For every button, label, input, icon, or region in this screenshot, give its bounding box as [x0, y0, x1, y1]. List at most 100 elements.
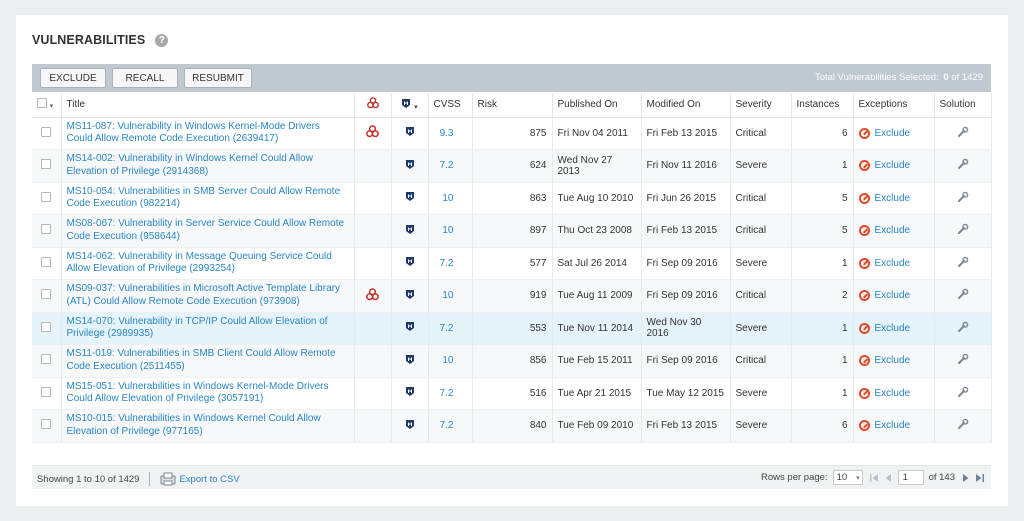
column-severity[interactable]: Severity [730, 93, 792, 118]
vulnerability-title-link[interactable]: MS14-002: Vulnerability in Windows Kerne… [66, 153, 313, 177]
first-page-icon[interactable] [869, 472, 879, 484]
prohibited-icon[interactable] [858, 387, 870, 399]
next-page-icon[interactable] [961, 472, 971, 484]
exclude-link[interactable]: Exclude [874, 355, 911, 367]
table-row[interactable]: MS10-054: Vulnerabilities in SMB Server … [32, 182, 992, 215]
vulnerability-title-link[interactable]: MS08-067: Vulnerability in Server Servic… [66, 218, 345, 242]
cvss-score[interactable]: 10 [428, 214, 473, 248]
select-all-checkbox[interactable] [37, 98, 47, 109]
prohibited-icon[interactable] [858, 192, 870, 204]
row-select-cell[interactable] [32, 409, 62, 443]
exclude-button[interactable]: EXCLUDE [40, 68, 106, 88]
row-select-cell[interactable] [32, 312, 62, 345]
chevron-down-icon[interactable]: ▾ [49, 103, 54, 111]
vulnerability-title-link[interactable]: MS10-015: Vulnerabilities in Windows Ker… [66, 413, 321, 437]
row-checkbox[interactable] [41, 321, 52, 332]
rows-per-page-select[interactable]: 10 ▾ [832, 470, 863, 485]
recall-button[interactable]: RECALL [112, 68, 178, 88]
cvss-score[interactable]: 7.2 [428, 149, 473, 183]
row-select-cell[interactable] [32, 117, 62, 150]
table-row[interactable]: MS14-062: Vulnerability in Message Queui… [32, 247, 992, 280]
exclude-link[interactable]: Exclude [874, 192, 911, 204]
table-row[interactable]: MS10-015: Vulnerabilities in Windows Ker… [32, 409, 992, 443]
exclude-link[interactable]: Exclude [874, 257, 911, 269]
vulnerability-title-link[interactable]: MS11-087: Vulnerability in Windows Kerne… [66, 120, 320, 145]
column-cvss[interactable]: CVSS [428, 93, 473, 118]
column-malware[interactable] [354, 93, 392, 118]
row-select-cell[interactable] [32, 182, 62, 215]
vulnerability-title-link[interactable]: MS15-051: Vulnerabilities in Windows Ker… [66, 380, 329, 405]
row-checkbox[interactable] [41, 419, 52, 430]
resubmit-button[interactable]: RESUBMIT [184, 68, 252, 88]
row-checkbox[interactable] [41, 126, 52, 137]
row-select-cell[interactable] [32, 149, 62, 183]
select-all-header[interactable]: ▾ [32, 93, 62, 118]
wrench-icon[interactable] [957, 256, 969, 268]
table-row[interactable]: MS11-019: Vulnerabilities in SMB Client … [32, 344, 992, 378]
help-icon[interactable]: ? [155, 33, 169, 47]
row-checkbox[interactable] [41, 386, 52, 397]
wrench-icon[interactable] [957, 386, 969, 398]
prohibited-icon[interactable] [858, 160, 870, 172]
cvss-score[interactable]: 10 [428, 344, 473, 378]
wrench-icon[interactable] [957, 321, 969, 333]
exclude-link[interactable]: Exclude [874, 387, 911, 399]
cvss-score[interactable]: 9.3 [428, 117, 473, 150]
wrench-icon[interactable] [957, 158, 969, 170]
prohibited-icon[interactable] [858, 127, 870, 139]
exclude-link[interactable]: Exclude [874, 160, 911, 172]
row-checkbox[interactable] [41, 159, 52, 170]
row-checkbox[interactable] [41, 354, 52, 365]
row-select-cell[interactable] [32, 279, 62, 313]
vulnerability-title-link[interactable]: MS14-062: Vulnerability in Message Queui… [66, 250, 332, 275]
row-checkbox[interactable] [41, 191, 52, 202]
wrench-icon[interactable] [957, 353, 969, 365]
column-instances[interactable]: Instances [791, 93, 854, 118]
column-title[interactable]: Title [61, 93, 355, 118]
wrench-icon[interactable] [957, 191, 969, 203]
vulnerability-title-link[interactable]: MS11-019: Vulnerabilities in SMB Client … [66, 348, 336, 372]
prohibited-icon[interactable] [858, 420, 870, 432]
table-row[interactable]: MS14-002: Vulnerability in Windows Kerne… [32, 149, 992, 183]
row-checkbox[interactable] [41, 289, 52, 300]
prohibited-icon[interactable] [858, 225, 870, 237]
table-row[interactable]: MS14-070: Vulnerability in TCP/IP Could … [32, 312, 992, 345]
column-exceptions[interactable]: Exceptions [853, 93, 935, 118]
table-row[interactable]: MS15-051: Vulnerabilities in Windows Ker… [32, 377, 992, 410]
vulnerability-title-link[interactable]: MS10-054: Vulnerabilities in SMB Server … [66, 185, 341, 210]
cvss-score[interactable]: 7.2 [428, 377, 473, 410]
wrench-icon[interactable] [957, 223, 969, 235]
prohibited-icon[interactable] [858, 257, 870, 269]
prohibited-icon[interactable] [858, 355, 870, 367]
table-row[interactable]: MS08-067: Vulnerability in Server Servic… [32, 214, 992, 248]
prohibited-icon[interactable] [858, 322, 870, 334]
chevron-down-icon[interactable]: ▾ [414, 103, 418, 111]
row-checkbox[interactable] [41, 256, 52, 267]
cvss-score[interactable]: 10 [428, 182, 473, 215]
wrench-icon[interactable] [957, 126, 969, 138]
wrench-icon[interactable] [957, 288, 969, 300]
cvss-score[interactable]: 10 [428, 279, 473, 313]
vulnerability-title-link[interactable]: MS09-037: Vulnerabilities in Microsoft A… [66, 283, 340, 307]
cvss-score[interactable]: 7.2 [428, 312, 473, 345]
prohibited-icon[interactable] [858, 290, 870, 302]
exclude-link[interactable]: Exclude [874, 127, 911, 139]
column-modified[interactable]: Modified On [641, 93, 731, 118]
exclude-link[interactable]: Exclude [874, 322, 911, 334]
exclude-link[interactable]: Exclude [874, 290, 911, 302]
cvss-score[interactable]: 7.2 [428, 409, 473, 443]
csv-export-icon[interactable] [160, 472, 176, 486]
previous-page-icon[interactable] [883, 472, 893, 484]
row-select-cell[interactable] [32, 377, 62, 410]
last-page-icon[interactable] [975, 472, 985, 484]
column-risk[interactable]: Risk [472, 93, 553, 118]
cvss-score[interactable]: 7.2 [428, 247, 473, 280]
row-checkbox[interactable] [41, 224, 52, 235]
export-csv-link[interactable]: Export to CSV [179, 473, 240, 485]
table-row[interactable]: MS11-087: Vulnerability in Windows Kerne… [32, 117, 992, 150]
column-exploit[interactable]: ▾ [391, 93, 429, 118]
table-row[interactable]: MS09-037: Vulnerabilities in Microsoft A… [32, 279, 992, 313]
row-select-cell[interactable] [32, 214, 62, 248]
column-solution[interactable]: Solution [934, 93, 992, 118]
row-select-cell[interactable] [32, 247, 62, 280]
